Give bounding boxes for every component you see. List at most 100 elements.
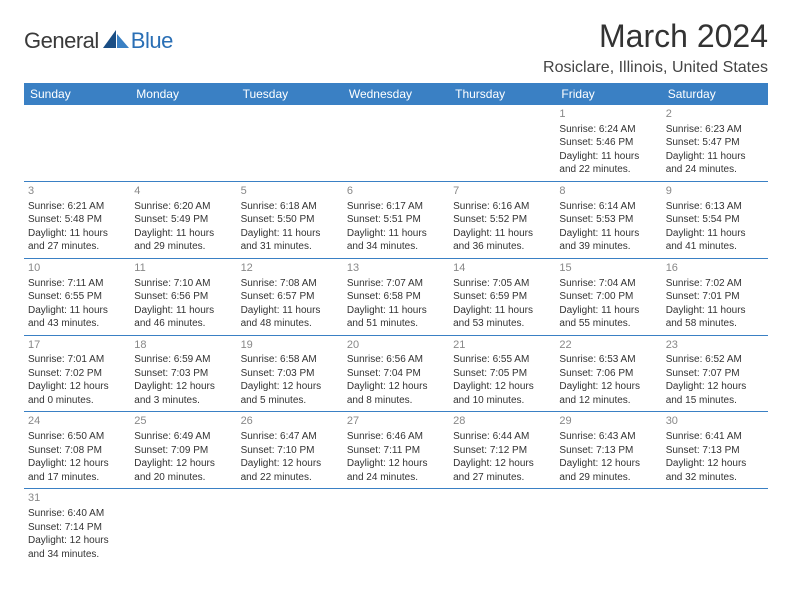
daylight-text: Daylight: 12 hours	[666, 380, 764, 394]
calendar-day-cell: 17Sunrise: 7:01 AMSunset: 7:02 PMDayligh…	[24, 335, 130, 412]
daylight-text: and 20 minutes.	[134, 471, 232, 485]
daylight-text: and 22 minutes.	[559, 163, 657, 177]
sunset-text: Sunset: 6:58 PM	[347, 290, 445, 304]
daylight-text: Daylight: 11 hours	[666, 304, 764, 318]
day-number: 6	[347, 184, 445, 199]
daylight-text: Daylight: 11 hours	[666, 150, 764, 164]
calendar-day-cell: 24Sunrise: 6:50 AMSunset: 7:08 PMDayligh…	[24, 412, 130, 489]
day-number: 8	[559, 184, 657, 199]
daylight-text: Daylight: 12 hours	[28, 534, 126, 548]
sunrise-text: Sunrise: 7:01 AM	[28, 353, 126, 367]
sunrise-text: Sunrise: 6:13 AM	[666, 200, 764, 214]
logo-text-blue: Blue	[131, 28, 173, 54]
daylight-text: and 3 minutes.	[134, 394, 232, 408]
sunset-text: Sunset: 7:13 PM	[559, 444, 657, 458]
daylight-text: and 41 minutes.	[666, 240, 764, 254]
sunset-text: Sunset: 7:02 PM	[28, 367, 126, 381]
day-number: 2	[666, 107, 764, 122]
daylight-text: Daylight: 12 hours	[347, 380, 445, 394]
daylight-text: and 10 minutes.	[453, 394, 551, 408]
day-number: 31	[28, 491, 126, 506]
calendar-day-cell: 7Sunrise: 6:16 AMSunset: 5:52 PMDaylight…	[449, 181, 555, 258]
daylight-text: Daylight: 11 hours	[559, 150, 657, 164]
weekday-header: Thursday	[449, 83, 555, 105]
day-number: 27	[347, 414, 445, 429]
sunset-text: Sunset: 5:53 PM	[559, 213, 657, 227]
daylight-text: and 29 minutes.	[134, 240, 232, 254]
calendar-day-cell: 23Sunrise: 6:52 AMSunset: 7:07 PMDayligh…	[662, 335, 768, 412]
daylight-text: and 24 minutes.	[666, 163, 764, 177]
calendar-empty-cell	[343, 105, 449, 181]
sunset-text: Sunset: 5:46 PM	[559, 136, 657, 150]
sunrise-text: Sunrise: 6:43 AM	[559, 430, 657, 444]
day-number: 18	[134, 338, 232, 353]
sunrise-text: Sunrise: 6:21 AM	[28, 200, 126, 214]
daylight-text: and 15 minutes.	[666, 394, 764, 408]
calendar-day-cell: 10Sunrise: 7:11 AMSunset: 6:55 PMDayligh…	[24, 258, 130, 335]
daylight-text: and 31 minutes.	[241, 240, 339, 254]
calendar-empty-cell	[555, 489, 661, 565]
calendar-day-cell: 14Sunrise: 7:05 AMSunset: 6:59 PMDayligh…	[449, 258, 555, 335]
calendar-day-cell: 25Sunrise: 6:49 AMSunset: 7:09 PMDayligh…	[130, 412, 236, 489]
calendar-body: 1Sunrise: 6:24 AMSunset: 5:46 PMDaylight…	[24, 105, 768, 565]
calendar-day-cell: 1Sunrise: 6:24 AMSunset: 5:46 PMDaylight…	[555, 105, 661, 181]
day-number: 17	[28, 338, 126, 353]
day-number: 14	[453, 261, 551, 276]
calendar-empty-cell	[449, 105, 555, 181]
daylight-text: Daylight: 11 hours	[347, 304, 445, 318]
daylight-text: Daylight: 12 hours	[559, 380, 657, 394]
daylight-text: and 58 minutes.	[666, 317, 764, 331]
sunset-text: Sunset: 6:55 PM	[28, 290, 126, 304]
calendar-day-cell: 16Sunrise: 7:02 AMSunset: 7:01 PMDayligh…	[662, 258, 768, 335]
sunset-text: Sunset: 7:09 PM	[134, 444, 232, 458]
day-number: 4	[134, 184, 232, 199]
month-title: March 2024	[543, 18, 768, 55]
daylight-text: Daylight: 11 hours	[347, 227, 445, 241]
daylight-text: Daylight: 11 hours	[666, 227, 764, 241]
weekday-header: Friday	[555, 83, 661, 105]
sunset-text: Sunset: 5:51 PM	[347, 213, 445, 227]
sunset-text: Sunset: 7:14 PM	[28, 521, 126, 535]
calendar-empty-cell	[449, 489, 555, 565]
daylight-text: and 34 minutes.	[28, 548, 126, 562]
sunrise-text: Sunrise: 6:56 AM	[347, 353, 445, 367]
sunset-text: Sunset: 5:50 PM	[241, 213, 339, 227]
calendar-day-cell: 8Sunrise: 6:14 AMSunset: 5:53 PMDaylight…	[555, 181, 661, 258]
daylight-text: and 8 minutes.	[347, 394, 445, 408]
sunrise-text: Sunrise: 6:40 AM	[28, 507, 126, 521]
sunrise-text: Sunrise: 6:46 AM	[347, 430, 445, 444]
day-number: 3	[28, 184, 126, 199]
sunrise-text: Sunrise: 6:52 AM	[666, 353, 764, 367]
sunset-text: Sunset: 7:07 PM	[666, 367, 764, 381]
weekday-header-row: Sunday Monday Tuesday Wednesday Thursday…	[24, 83, 768, 105]
calendar-day-cell: 27Sunrise: 6:46 AMSunset: 7:11 PMDayligh…	[343, 412, 449, 489]
calendar-day-cell: 19Sunrise: 6:58 AMSunset: 7:03 PMDayligh…	[237, 335, 343, 412]
daylight-text: Daylight: 12 hours	[241, 380, 339, 394]
sunrise-text: Sunrise: 6:58 AM	[241, 353, 339, 367]
calendar-day-cell: 6Sunrise: 6:17 AMSunset: 5:51 PMDaylight…	[343, 181, 449, 258]
daylight-text: and 27 minutes.	[28, 240, 126, 254]
sunrise-text: Sunrise: 7:08 AM	[241, 277, 339, 291]
logo-sail-icon	[103, 30, 129, 48]
calendar-week-row: 31Sunrise: 6:40 AMSunset: 7:14 PMDayligh…	[24, 489, 768, 565]
day-number: 19	[241, 338, 339, 353]
calendar-day-cell: 26Sunrise: 6:47 AMSunset: 7:10 PMDayligh…	[237, 412, 343, 489]
sunset-text: Sunset: 5:54 PM	[666, 213, 764, 227]
calendar-week-row: 3Sunrise: 6:21 AMSunset: 5:48 PMDaylight…	[24, 181, 768, 258]
daylight-text: Daylight: 11 hours	[559, 227, 657, 241]
sunset-text: Sunset: 7:13 PM	[666, 444, 764, 458]
day-number: 12	[241, 261, 339, 276]
sunset-text: Sunset: 6:57 PM	[241, 290, 339, 304]
calendar-day-cell: 3Sunrise: 6:21 AMSunset: 5:48 PMDaylight…	[24, 181, 130, 258]
daylight-text: and 43 minutes.	[28, 317, 126, 331]
calendar-day-cell: 4Sunrise: 6:20 AMSunset: 5:49 PMDaylight…	[130, 181, 236, 258]
calendar-empty-cell	[662, 489, 768, 565]
daylight-text: and 51 minutes.	[347, 317, 445, 331]
daylight-text: Daylight: 12 hours	[134, 457, 232, 471]
weekday-header: Monday	[130, 83, 236, 105]
daylight-text: and 32 minutes.	[666, 471, 764, 485]
daylight-text: Daylight: 11 hours	[453, 227, 551, 241]
sunset-text: Sunset: 7:03 PM	[241, 367, 339, 381]
day-number: 5	[241, 184, 339, 199]
day-number: 9	[666, 184, 764, 199]
